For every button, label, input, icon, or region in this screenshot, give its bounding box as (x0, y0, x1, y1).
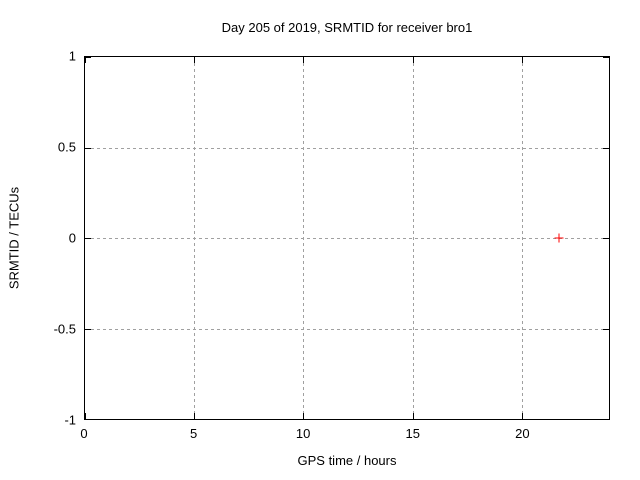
chart-title: Day 205 of 2019, SRMTID for receiver bro… (221, 20, 473, 35)
x-tick-mark-top (521, 57, 523, 63)
y-tick-mark-left (85, 238, 91, 239)
y-tick-label: 0 (68, 230, 76, 246)
y-tick-label: -1 (64, 412, 76, 428)
y-tick-mark-left (85, 419, 91, 420)
x-tick-label: 15 (405, 426, 420, 441)
marker-arm-vertical (558, 233, 560, 243)
y-tick-mark-right (603, 419, 609, 420)
x-tick-mark-top (412, 57, 414, 63)
x-tick-mark-bottom (412, 413, 414, 419)
x-tick-label: 20 (515, 426, 530, 441)
x-tick-mark-bottom (85, 413, 86, 419)
x-tick-mark-top (85, 57, 86, 63)
horizontal-gridline (85, 238, 609, 239)
x-tick-mark-bottom (303, 413, 305, 419)
x-tick-mark-bottom (194, 413, 196, 419)
y-tick-label: -0.5 (53, 321, 76, 337)
x-axis-label: GPS time / hours (297, 453, 397, 468)
x-tick-label: 5 (189, 426, 198, 441)
horizontal-gridline (85, 147, 609, 149)
horizontal-gridline (85, 328, 609, 330)
plot-area (84, 56, 610, 420)
y-tick-mark-left (85, 57, 91, 58)
y-tick-mark-right (603, 147, 609, 149)
y-tick-mark-left (85, 328, 91, 330)
y-tick-label: 1 (68, 48, 76, 64)
x-tick-mark-bottom (521, 413, 523, 419)
y-tick-mark-right (603, 57, 609, 58)
data-point-marker (554, 233, 564, 243)
x-tick-label: 0 (80, 426, 88, 441)
y-tick-labels: 1 0.5 0 -0.5 -1 (0, 49, 76, 428)
x-tick-labels: 0 5 10 15 20 (80, 426, 610, 442)
x-tick-label: 10 (295, 426, 311, 441)
y-tick-label: 0.5 (57, 139, 76, 155)
x-tick-mark-top (194, 57, 196, 63)
y-tick-mark-left (85, 147, 91, 149)
y-tick-mark-right (603, 238, 609, 239)
x-tick-mark-top (303, 57, 305, 63)
y-tick-mark-right (603, 328, 609, 330)
